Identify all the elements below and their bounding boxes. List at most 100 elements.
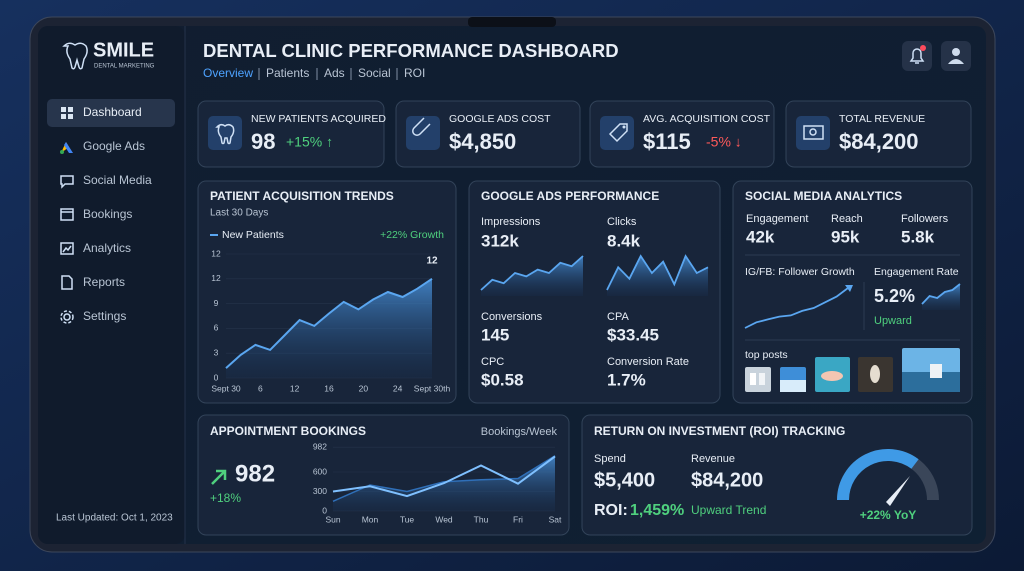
roi-value: 1,459% xyxy=(630,502,684,519)
kpi-change: -5% ↓ xyxy=(706,134,742,150)
user-icon xyxy=(952,48,960,56)
x-tick-label: Fri xyxy=(513,514,523,524)
metric-label: CPC xyxy=(481,356,504,368)
data-label: 12 xyxy=(426,256,438,267)
metric-value: 5.2% xyxy=(874,286,915,306)
bookings-value: 982 xyxy=(235,460,275,487)
roi-label: ROI: xyxy=(594,502,628,519)
metric-value: 1.7% xyxy=(607,370,646,389)
notch xyxy=(468,17,556,27)
metric-label: Followers xyxy=(901,213,949,225)
panel-title: GOOGLE ADS PERFORMANCE xyxy=(481,189,659,203)
sidebar xyxy=(38,26,185,544)
metric-label: Conversion Rate xyxy=(607,356,689,368)
line xyxy=(332,455,556,498)
kpi-card xyxy=(785,100,972,168)
area xyxy=(226,278,432,378)
tab[interactable]: Ads xyxy=(324,66,345,80)
menu-item[interactable]: Settings xyxy=(83,309,126,323)
x-tick-label: 6 xyxy=(258,383,263,393)
line xyxy=(332,455,556,502)
unit-label: Bookings/Week xyxy=(481,426,558,438)
metric-value: $84,200 xyxy=(691,469,763,491)
kpi-value: $84,200 xyxy=(839,129,919,154)
metric-value: 42k xyxy=(746,227,775,246)
metric-value: $5,400 xyxy=(594,469,655,491)
growth-label: +22% Growth xyxy=(380,229,444,241)
metric-label: Engagement xyxy=(746,213,808,225)
tab[interactable]: Social xyxy=(358,66,391,80)
brand-name: SMILE xyxy=(93,39,154,61)
x-tick-label: Sept 30 xyxy=(211,383,241,393)
metric-value: 95k xyxy=(831,227,860,246)
line xyxy=(606,254,709,291)
y-tick-label: 3 xyxy=(214,347,219,357)
arrow-head xyxy=(845,285,853,292)
x-tick-label: Mon xyxy=(362,514,379,524)
section-label: top posts xyxy=(745,349,788,361)
panel-title: SOCIAL MEDIA ANALYTICS xyxy=(745,189,902,203)
tab-separators xyxy=(258,68,398,80)
y-tick-label: 300 xyxy=(313,486,327,496)
metric-value: $0.58 xyxy=(481,370,524,389)
metric-value: 145 xyxy=(481,325,509,344)
metric-label: Revenue xyxy=(691,453,735,465)
metric-label: Conversions xyxy=(481,311,543,323)
metric-label: CPA xyxy=(607,311,629,323)
last-updated: Last Updated: Oct 1, 2023 xyxy=(56,513,173,524)
x-tick-label: Sat xyxy=(549,514,562,524)
area xyxy=(607,256,708,296)
ads-panel xyxy=(468,180,721,404)
roi-panel xyxy=(581,414,973,536)
menu-item[interactable]: Google Ads xyxy=(83,139,145,153)
chart-label: Engagement Rate xyxy=(874,266,959,278)
panel-title: APPOINTMENT BOOKINGS xyxy=(210,424,366,438)
kpi-label: AVG. ACQUISITION COST xyxy=(643,113,771,125)
page-title: DENTAL CLINIC PERFORMANCE DASHBOARD xyxy=(203,40,619,61)
x-tick-label: Sept 30th xyxy=(414,383,451,393)
kpi-value: 98 xyxy=(251,129,275,154)
metric-value: $33.45 xyxy=(607,325,659,344)
tab[interactable]: Patients xyxy=(266,66,309,80)
tab[interactable]: ROI xyxy=(404,66,425,80)
menu-icons xyxy=(60,107,74,324)
social-panel xyxy=(732,180,973,404)
logo xyxy=(62,42,88,70)
kpi-value: $4,850 xyxy=(449,129,516,154)
panel-title: RETURN ON INVESTMENT (ROI) TRACKING xyxy=(594,424,845,438)
y-tick-label: 982 xyxy=(313,441,327,451)
legend-label: New Patients xyxy=(222,229,284,241)
bell-icon xyxy=(909,48,925,64)
y-tick-label: 12 xyxy=(211,273,221,283)
menu-item[interactable]: Social Media xyxy=(83,173,152,187)
tab[interactable]: Overview xyxy=(203,66,253,80)
yoy-label: +22% YoY xyxy=(860,508,917,522)
menu-item[interactable]: Analytics xyxy=(83,241,131,255)
metric-value: 312k xyxy=(481,231,519,250)
kpi-card xyxy=(589,100,775,168)
notifications-button[interactable] xyxy=(902,41,932,71)
status-label: Upward xyxy=(874,315,912,327)
menu-item[interactable]: Bookings xyxy=(83,207,132,221)
x-tick-label: 24 xyxy=(393,383,403,393)
y-tick-label: 600 xyxy=(313,466,327,476)
bookings-change: +18% xyxy=(210,491,241,505)
post-thumbnails[interactable] xyxy=(745,348,960,392)
y-tick-label: 6 xyxy=(214,323,219,333)
x-tick-label: 20 xyxy=(359,383,369,393)
x-tick-label: Tue xyxy=(400,514,415,524)
x-tick-label: Sun xyxy=(325,514,340,524)
menu-item[interactable]: Dashboard xyxy=(83,105,142,119)
x-tick-label: Wed xyxy=(435,514,453,524)
user-icon xyxy=(948,59,964,64)
metric-value: 8.4k xyxy=(607,231,641,250)
metric-label: Reach xyxy=(831,213,863,225)
metric-label: Spend xyxy=(594,453,626,465)
notification-dot xyxy=(920,45,926,51)
metric-value: 5.8k xyxy=(901,227,935,246)
menu-item[interactable]: Reports xyxy=(83,275,125,289)
metric-label: Impressions xyxy=(481,216,541,228)
panel-subtitle: Last 30 Days xyxy=(210,208,268,219)
kpi-card xyxy=(197,100,385,168)
kpi-label: GOOGLE ADS COST xyxy=(449,113,551,125)
